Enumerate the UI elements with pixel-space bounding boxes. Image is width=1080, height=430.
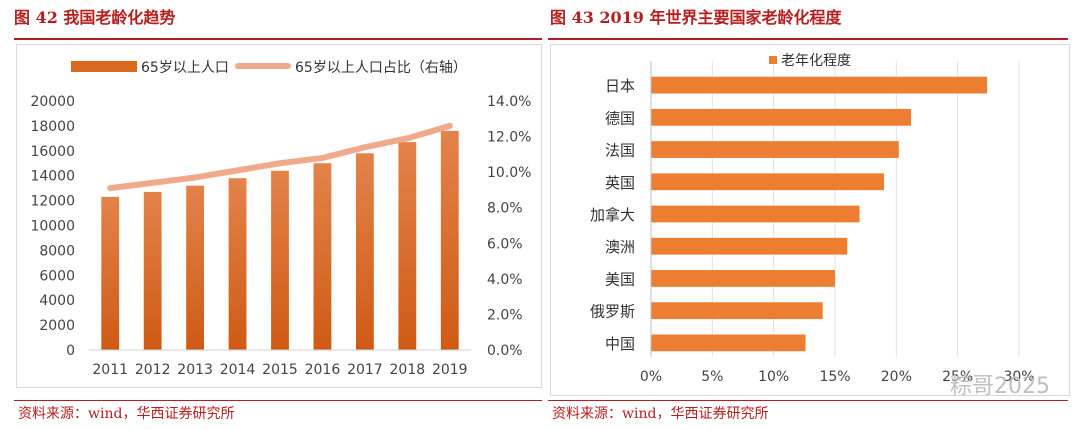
y2-tick-label: 2.0% — [487, 307, 523, 323]
right-title-rule — [548, 38, 1068, 40]
y-tick-label: 日本 — [605, 77, 635, 95]
x-tick-label: 5% — [701, 369, 723, 385]
y-tick-label: 英国 — [605, 174, 635, 192]
legend-bar-label: 65岁以上人口 — [141, 60, 229, 76]
bar — [651, 237, 848, 255]
x-tick-label: 2019 — [432, 362, 468, 378]
y-tick-label: 法国 — [605, 142, 635, 160]
x-tick-label: 30% — [1003, 369, 1034, 385]
y2-tick-label: 8.0% — [487, 201, 523, 217]
legend-line-label: 65岁以上人口占比（右轴） — [295, 60, 467, 76]
bar — [355, 153, 374, 350]
bar — [651, 205, 860, 223]
series-line — [107, 122, 453, 192]
left-chart-frame: 65岁以上人口 65岁以上人口占比（右轴） 0 2000 4000 6000 8000 100… — [16, 44, 542, 388]
y-tick-label: 16000 — [30, 144, 75, 160]
bar — [651, 173, 885, 191]
bar — [398, 142, 417, 350]
y-tick-label: 俄罗斯 — [590, 303, 635, 321]
y-tick-label: 中国 — [605, 335, 635, 353]
bar — [440, 130, 459, 350]
x-tick-label: 10% — [758, 369, 789, 385]
y2-tick-label: 4.0% — [487, 272, 523, 288]
y-tick-label: 加拿大 — [590, 206, 635, 224]
y2-tick-label: 12.0% — [487, 130, 531, 146]
y-tick-label: 8000 — [39, 243, 75, 259]
x-tick-label: 2016 — [305, 362, 341, 378]
bar — [651, 270, 835, 287]
x-tick-label: 2011 — [92, 362, 128, 378]
legend-line-swatch — [235, 63, 291, 69]
right-figure-title: 图 43 2019 年世界主要国家老龄化程度 — [550, 8, 842, 27]
y-tick-label: 4000 — [39, 293, 75, 309]
legend-bar-swatch — [71, 61, 137, 72]
country-aging-chart: 0% 5% 10% 15% 20% 25% 30% 老年化程度日本德国法国英国加拿大澳洲美国俄… — [590, 53, 1035, 385]
y-tick-label: 澳洲 — [605, 238, 635, 256]
x-tick-label: 2014 — [220, 362, 256, 378]
y2-tick-label: 0.0% — [487, 343, 523, 359]
y-tick-label: 0 — [66, 343, 75, 359]
right-panel: 图 43 2019 年世界主要国家老龄化程度 0% 5% 10% 15% 20% 25% 3… — [548, 0, 1080, 430]
x-tick-label: 25% — [942, 369, 973, 385]
x-tick-label: 2015 — [262, 362, 298, 378]
y-tick-label: 6000 — [39, 268, 75, 284]
y-tick-label: 14000 — [30, 169, 75, 185]
y-tick-label: 10000 — [30, 219, 75, 235]
y2-tick-label: 14.0% — [487, 94, 531, 110]
bar — [651, 302, 823, 320]
right-source: 资料来源：wind，华西证券研究所 — [552, 406, 769, 422]
bar — [143, 191, 162, 350]
y2-tick-label: 10.0% — [487, 165, 531, 181]
bar — [228, 178, 247, 350]
left-title-rule — [14, 38, 542, 40]
bar — [271, 170, 289, 350]
right-chart-frame: 0% 5% 10% 15% 20% 25% 30% 老年化程度日本德国法国英国加拿大澳洲美国俄… — [550, 44, 1070, 396]
x-tick-label: 2012 — [135, 362, 171, 378]
y-tick-label: 2000 — [39, 318, 75, 334]
bar — [651, 141, 899, 158]
aging-trend-chart: 65岁以上人口 65岁以上人口占比（右轴） 0 2000 4000 6000 8000 100… — [30, 60, 531, 378]
right-bottom-rule — [548, 400, 1068, 401]
left-figure-title: 图 42 我国老龄化趋势 — [14, 8, 176, 27]
bar — [651, 76, 988, 94]
y-tick-label: 12000 — [30, 194, 75, 210]
bar — [186, 185, 205, 350]
y-tick-label: 20000 — [30, 94, 75, 110]
x-tick-label: 0% — [640, 369, 662, 385]
bar — [651, 108, 912, 126]
x-tick-label: 15% — [819, 369, 850, 385]
left-bottom-rule — [14, 400, 542, 401]
y-tick-label: 德国 — [605, 109, 635, 127]
x-tick-label: 2013 — [177, 362, 213, 378]
legend-label: 老年化程度 — [781, 53, 851, 69]
left-source: 资料来源：wind，华西证券研究所 — [18, 406, 235, 422]
y-tick-label: 18000 — [30, 119, 75, 135]
bar — [651, 334, 806, 352]
watermark: 粽哥2025 — [950, 374, 1050, 399]
x-tick-label: 20% — [881, 369, 912, 385]
legend-swatch — [769, 56, 777, 64]
bar — [313, 163, 332, 350]
x-tick-label: 2017 — [347, 362, 383, 378]
y-tick-label: 美国 — [605, 270, 635, 288]
bar — [101, 196, 120, 350]
left-panel: 图 42 我国老龄化趋势 65岁以上人口 65岁以上人口占比（右轴） 0 2000 40… — [14, 8, 542, 422]
y2-tick-label: 6.0% — [487, 236, 523, 252]
x-tick-label: 2018 — [390, 362, 426, 378]
